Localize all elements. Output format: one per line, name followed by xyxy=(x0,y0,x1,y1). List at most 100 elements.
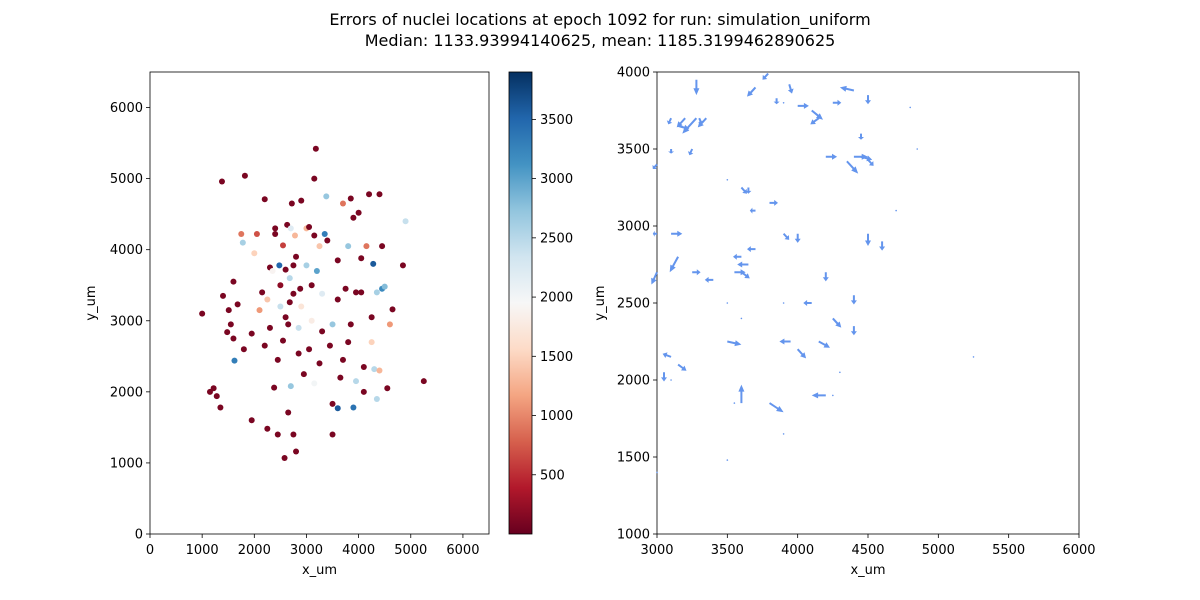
quiver-arrow xyxy=(762,72,769,80)
quiver-arrow xyxy=(677,124,690,131)
scatter-point xyxy=(368,314,375,321)
quiver-arrow xyxy=(832,394,834,397)
quiver-arrow xyxy=(747,246,756,253)
scatter-point xyxy=(334,405,341,412)
quiver-arrow xyxy=(668,149,675,154)
quiver-arrow xyxy=(850,326,857,336)
scatter-point xyxy=(293,253,300,260)
colorbar: 500 1000 1500 2000 2500 3000 3500 xyxy=(508,71,573,535)
scatter-point xyxy=(298,303,305,310)
scatter-point xyxy=(345,243,352,250)
scatter-point xyxy=(339,200,346,207)
scatter-point xyxy=(350,214,357,221)
quiver-arrow xyxy=(769,199,778,206)
quiver-arrow xyxy=(693,79,700,96)
scatter-point xyxy=(217,404,224,411)
quiver-arrow xyxy=(865,233,871,246)
scatter-point xyxy=(347,321,354,328)
quiver-arrow xyxy=(747,86,757,97)
quiver-arrow xyxy=(733,402,736,404)
colorbar-tick-label: 2000 xyxy=(540,291,573,306)
quiver-arrow xyxy=(867,159,874,166)
quiver-arrow xyxy=(662,352,672,358)
scatter-frame xyxy=(149,71,490,535)
scatter-y-tick-label: 1000 xyxy=(110,456,143,471)
scatter-point xyxy=(319,290,326,297)
scatter-point xyxy=(256,307,263,314)
quiver-arrow xyxy=(810,117,820,125)
quiver-arrow xyxy=(698,117,704,125)
scatter-point xyxy=(329,321,336,328)
quiver-arrow xyxy=(669,256,679,273)
scatter-point xyxy=(271,384,278,391)
quiver-arrow xyxy=(726,179,729,181)
quiver-arrow xyxy=(832,99,842,106)
scatter-point xyxy=(199,310,206,317)
scatter-y-tick-label: 4000 xyxy=(110,243,143,258)
scatter-point xyxy=(308,317,315,324)
scatter-point xyxy=(360,363,367,370)
scatter-point xyxy=(313,268,320,275)
scatter-point xyxy=(360,388,367,395)
quiver-arrow xyxy=(822,272,829,282)
quiver-y-tick-label: 2500 xyxy=(617,297,650,312)
colorbar-tick-label: 1500 xyxy=(540,350,573,365)
chart-title: Errors of nuclei locations at epoch 1092… xyxy=(329,10,871,29)
scatter-point xyxy=(274,431,281,438)
quiver-x-axis-label: x_um xyxy=(850,563,885,578)
scatter-x-tick-label: 6000 xyxy=(446,543,479,558)
scatter-point xyxy=(277,282,284,289)
quiver-arrow xyxy=(818,340,830,348)
scatter-point xyxy=(323,193,330,200)
scatter-point xyxy=(227,321,234,328)
quiver-arrow xyxy=(972,356,975,358)
quiver-arrow xyxy=(846,160,859,174)
scatter-x-tick-label: 0 xyxy=(146,543,154,558)
quiver-x-tick-label: 3000 xyxy=(640,543,673,558)
scatter-y-tick-label: 5000 xyxy=(110,172,143,187)
scatter-y-tick-label: 2000 xyxy=(110,385,143,400)
scatter-point xyxy=(345,339,352,346)
scatter-point xyxy=(293,448,300,455)
scatter-point xyxy=(329,400,336,407)
scatter-point xyxy=(306,346,313,353)
quiver-arrow xyxy=(666,117,673,125)
quiver-arrow xyxy=(794,233,801,243)
scatter-point xyxy=(368,339,375,346)
scatter-point xyxy=(355,209,362,216)
scatter-point xyxy=(225,307,232,314)
scatter-point xyxy=(334,296,341,303)
quiver-arrow xyxy=(671,230,683,237)
scatter-point xyxy=(290,262,297,269)
quiver-arrow xyxy=(782,433,785,435)
scatter-point xyxy=(290,290,297,297)
scatter-point xyxy=(306,223,313,230)
scatter-x-tick-label: 3000 xyxy=(290,543,323,558)
scatter-point xyxy=(358,289,365,296)
scatter-point xyxy=(282,266,289,273)
scatter-point xyxy=(316,243,323,250)
quiver-arrow xyxy=(858,133,864,140)
colorbar-tick-label: 3000 xyxy=(540,172,573,187)
scatter-point xyxy=(218,178,225,185)
scatter-point xyxy=(381,283,388,290)
scatter-point xyxy=(238,231,245,238)
scatter-point xyxy=(316,360,323,367)
scatter-x-tick-label: 5000 xyxy=(394,543,427,558)
scatter-point xyxy=(288,200,295,207)
quiver-arrow xyxy=(749,207,756,214)
quiver-arrow xyxy=(773,98,780,105)
scatter-point xyxy=(253,231,260,238)
quiver-y-axis-label: y_um xyxy=(593,285,608,320)
quiver-arrow xyxy=(676,117,686,128)
quiver-arrow xyxy=(670,379,672,381)
quiver-x-tick-label: 4000 xyxy=(781,543,814,558)
quiver-y-tick-label: 2000 xyxy=(617,374,650,389)
scatter-point xyxy=(213,393,220,400)
scatter-point xyxy=(269,268,276,275)
scatter-point xyxy=(261,196,268,203)
scatter-point xyxy=(376,191,383,198)
colorbar-gradient xyxy=(508,71,533,535)
scatter-point xyxy=(373,289,380,296)
scatter-point xyxy=(386,321,393,328)
